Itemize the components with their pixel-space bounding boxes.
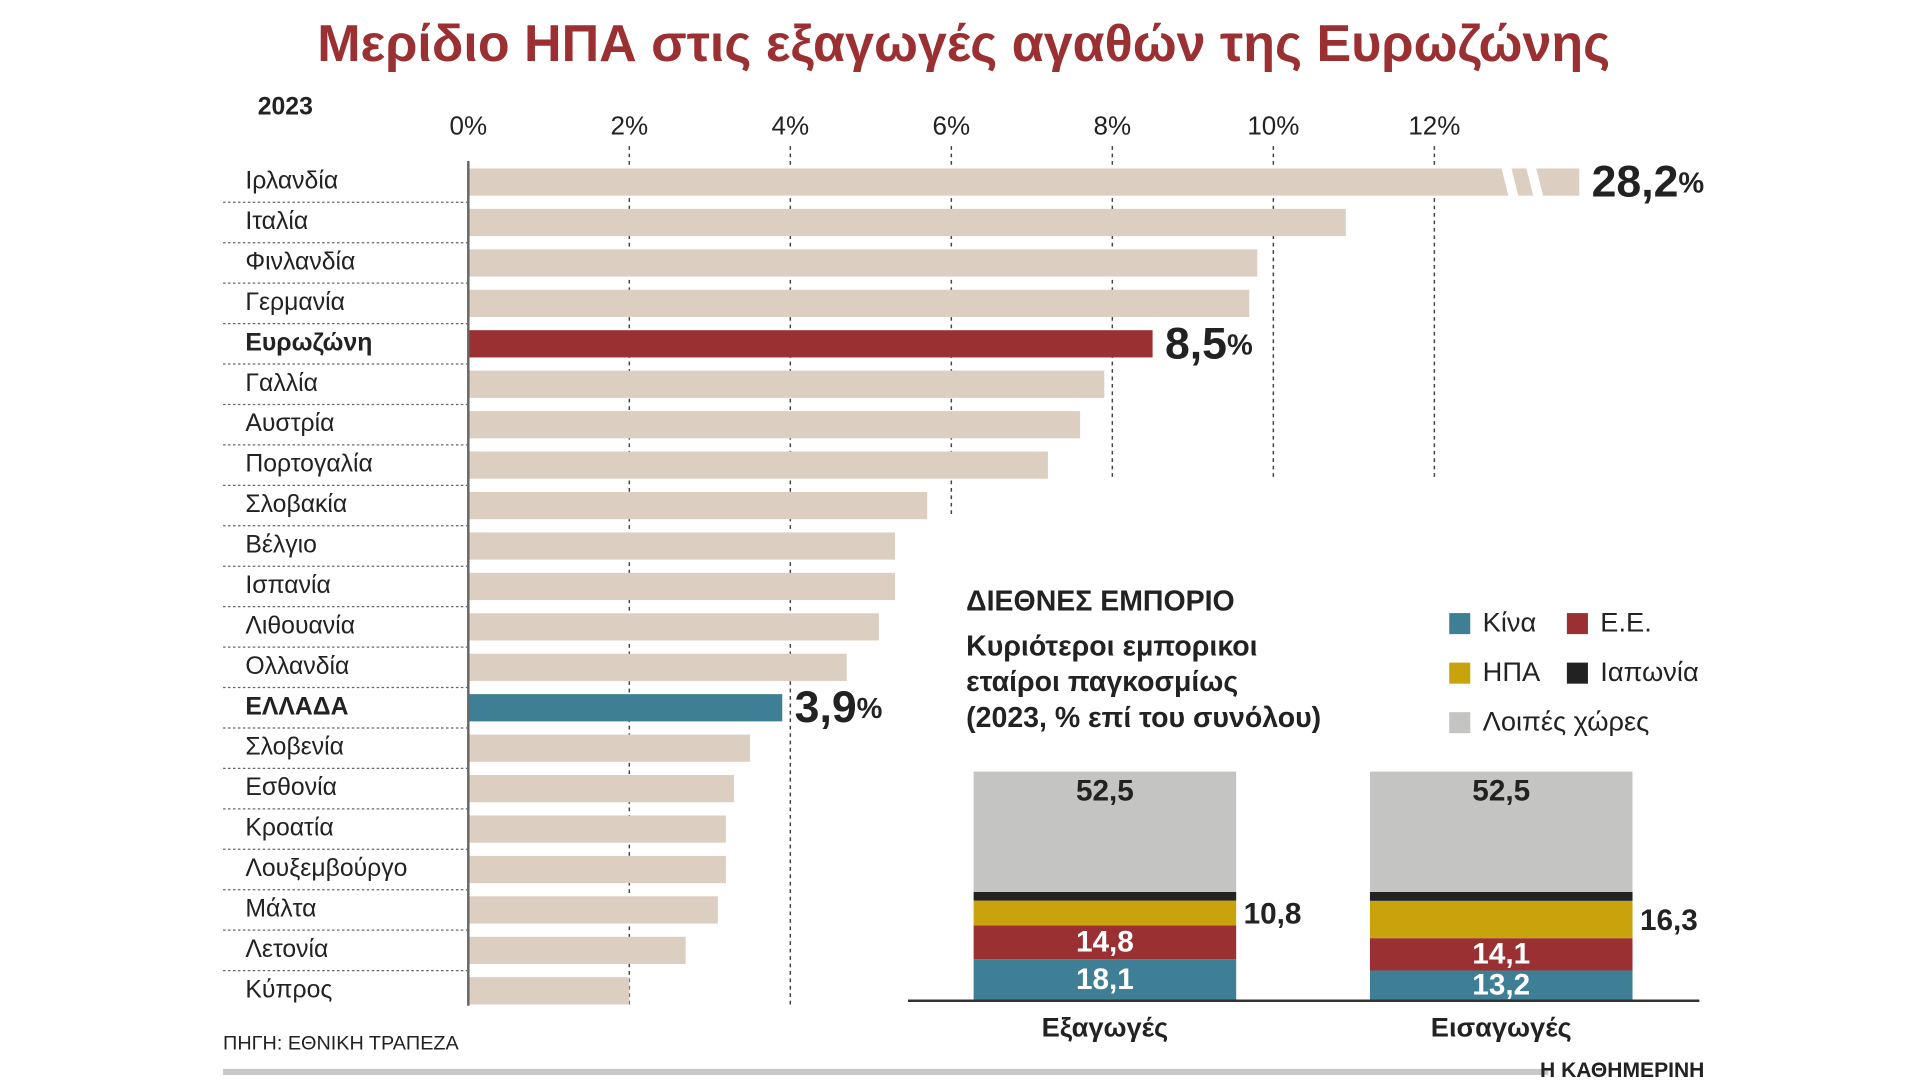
bar — [468, 613, 879, 641]
page-title: Μερίδιο ΗΠΑ στις εξαγωγές αγαθών της Ευρ… — [317, 15, 1610, 73]
y-tick-label: Λουξεμβούργο — [245, 855, 407, 882]
y-tick-label: Βέλγιο — [245, 532, 317, 559]
y-tick-label: Ευρωζώνη — [245, 329, 372, 356]
x-tick-label: Εξαγωγές — [1042, 1011, 1168, 1042]
legend-swatch — [1566, 613, 1588, 635]
x-tick-label: Εισαγωγές — [1431, 1011, 1572, 1042]
y-tick-label: Λετονία — [245, 936, 328, 963]
bar — [468, 370, 1105, 398]
legend-label: Ιαπωνία — [1600, 656, 1698, 687]
value-label: 14,1 — [1472, 937, 1530, 970]
bar-segment — [1369, 900, 1633, 939]
y-tick-label: Ολλανδία — [245, 653, 349, 680]
bar — [468, 815, 726, 843]
y-tick-label: Πορτογαλία — [245, 451, 373, 478]
bar — [468, 249, 1258, 277]
bar-segment — [973, 891, 1237, 901]
y-tick-label: Ιταλία — [245, 208, 308, 235]
bar — [468, 572, 895, 601]
brand: Η ΚΑΘΗΜΕΡΙΝΗ — [1540, 1059, 1704, 1080]
value-label: 10,8 — [1244, 897, 1302, 930]
bar-segment — [973, 925, 1237, 960]
bar — [468, 168, 1580, 196]
x-tick-label: 10% — [1247, 110, 1299, 140]
bar — [468, 977, 630, 1005]
y-tick-label: Φινλανδία — [245, 248, 355, 275]
chart-subtitle: εταίροι παγκοσμίως — [966, 666, 1238, 698]
y-tick-label: Κροατία — [245, 815, 333, 842]
chart-subtitle: (2023, % επί του συνόλου) — [966, 702, 1321, 734]
value-label: 52,5 — [1472, 775, 1530, 808]
x-tick-label: 4% — [772, 110, 810, 140]
legend-swatch — [1449, 662, 1471, 684]
bar — [468, 208, 1346, 237]
y-tick-label: Αυστρία — [245, 410, 334, 437]
bar-segment — [1369, 970, 1633, 1001]
x-tick-label: 8% — [1094, 110, 1132, 140]
value-label: 16,3 — [1640, 904, 1698, 937]
axis-break — [1526, 167, 1544, 197]
legend-swatch — [1566, 662, 1588, 684]
legend-label: Ε.Ε. — [1600, 606, 1651, 637]
footer-rule — [223, 1068, 1549, 1076]
y-tick-label: Γερμανία — [245, 289, 345, 316]
source: ΠΗΓΗ: ΕΘΝΙΚΗ ΤΡΑΠΕΖΑ — [223, 1032, 459, 1054]
y-tick-label: Μάλτα — [245, 895, 316, 922]
value-label: 13,2 — [1472, 969, 1530, 1002]
x-tick-label: 6% — [933, 110, 971, 140]
bar-chart: 0% 2% 4% 6% 8% 10% 12% Ιρλανδία 28,2% Ιταλία Φινλα… — [223, 110, 1705, 1006]
chart-subtitle: Κυριότεροι εμπορικοι — [966, 630, 1257, 662]
value-label: 14,8 — [1076, 925, 1134, 958]
bar — [468, 491, 928, 520]
legend-swatch — [1449, 613, 1471, 635]
bar — [468, 855, 726, 884]
x-tick-label: 12% — [1408, 110, 1460, 140]
bar — [468, 532, 895, 560]
y-tick-label: Κύπρος — [245, 976, 332, 1003]
bar — [468, 653, 847, 681]
bar-segment — [1369, 938, 1633, 971]
legend-label: Λοιπές χώρες — [1483, 706, 1650, 737]
bar — [468, 936, 686, 965]
value-label: 28,2% — [1592, 157, 1705, 206]
y-tick-label: ΕΛΛΑΔΑ — [245, 693, 348, 720]
y-tick-label: Εσθονία — [245, 774, 337, 801]
legend-swatch — [1449, 712, 1471, 734]
bar — [468, 896, 718, 924]
value-label: 52,5 — [1076, 775, 1134, 808]
bar — [468, 694, 783, 722]
bar-segment — [1369, 771, 1633, 892]
axis-break — [1501, 167, 1519, 197]
y-tick-label: Σλοβακία — [245, 491, 347, 518]
value-label: 8,5% — [1165, 319, 1253, 368]
bar — [468, 775, 734, 803]
value-label: 3,9% — [795, 683, 883, 732]
chart-title: ΔΙΕΘΝΕΣ ΕΜΠΟΡΙΟ — [966, 586, 1234, 618]
value-label: 18,1 — [1076, 963, 1134, 996]
bar-segment — [973, 771, 1237, 892]
y-tick-label: Λιθουανία — [245, 612, 355, 639]
chart-subtitle: 2023 — [258, 93, 313, 120]
bar-segment — [1369, 891, 1633, 901]
bar — [468, 330, 1153, 358]
bar — [468, 451, 1048, 479]
y-tick-label: Σλοβενία — [245, 734, 344, 761]
bar — [468, 734, 751, 762]
bar-segment — [973, 959, 1237, 1001]
y-tick-label: Ιρλανδία — [245, 168, 338, 195]
trade-chart: ΔΙΕΘΝΕΣ ΕΜΠΟΡΙΟ Κυριότεροι εμπορικοι εταίρ… — [907, 586, 1700, 1042]
bar — [468, 411, 1081, 439]
legend-label: ΗΠΑ — [1483, 656, 1541, 687]
legend-label: Κίνα — [1483, 606, 1537, 637]
bar — [468, 289, 1250, 318]
y-tick-label: Γαλλία — [245, 370, 318, 397]
x-tick-label: 2% — [611, 110, 649, 140]
x-tick-label: 0% — [450, 110, 488, 140]
bar-segment — [973, 900, 1237, 926]
y-tick-label: Ισπανία — [245, 572, 330, 599]
